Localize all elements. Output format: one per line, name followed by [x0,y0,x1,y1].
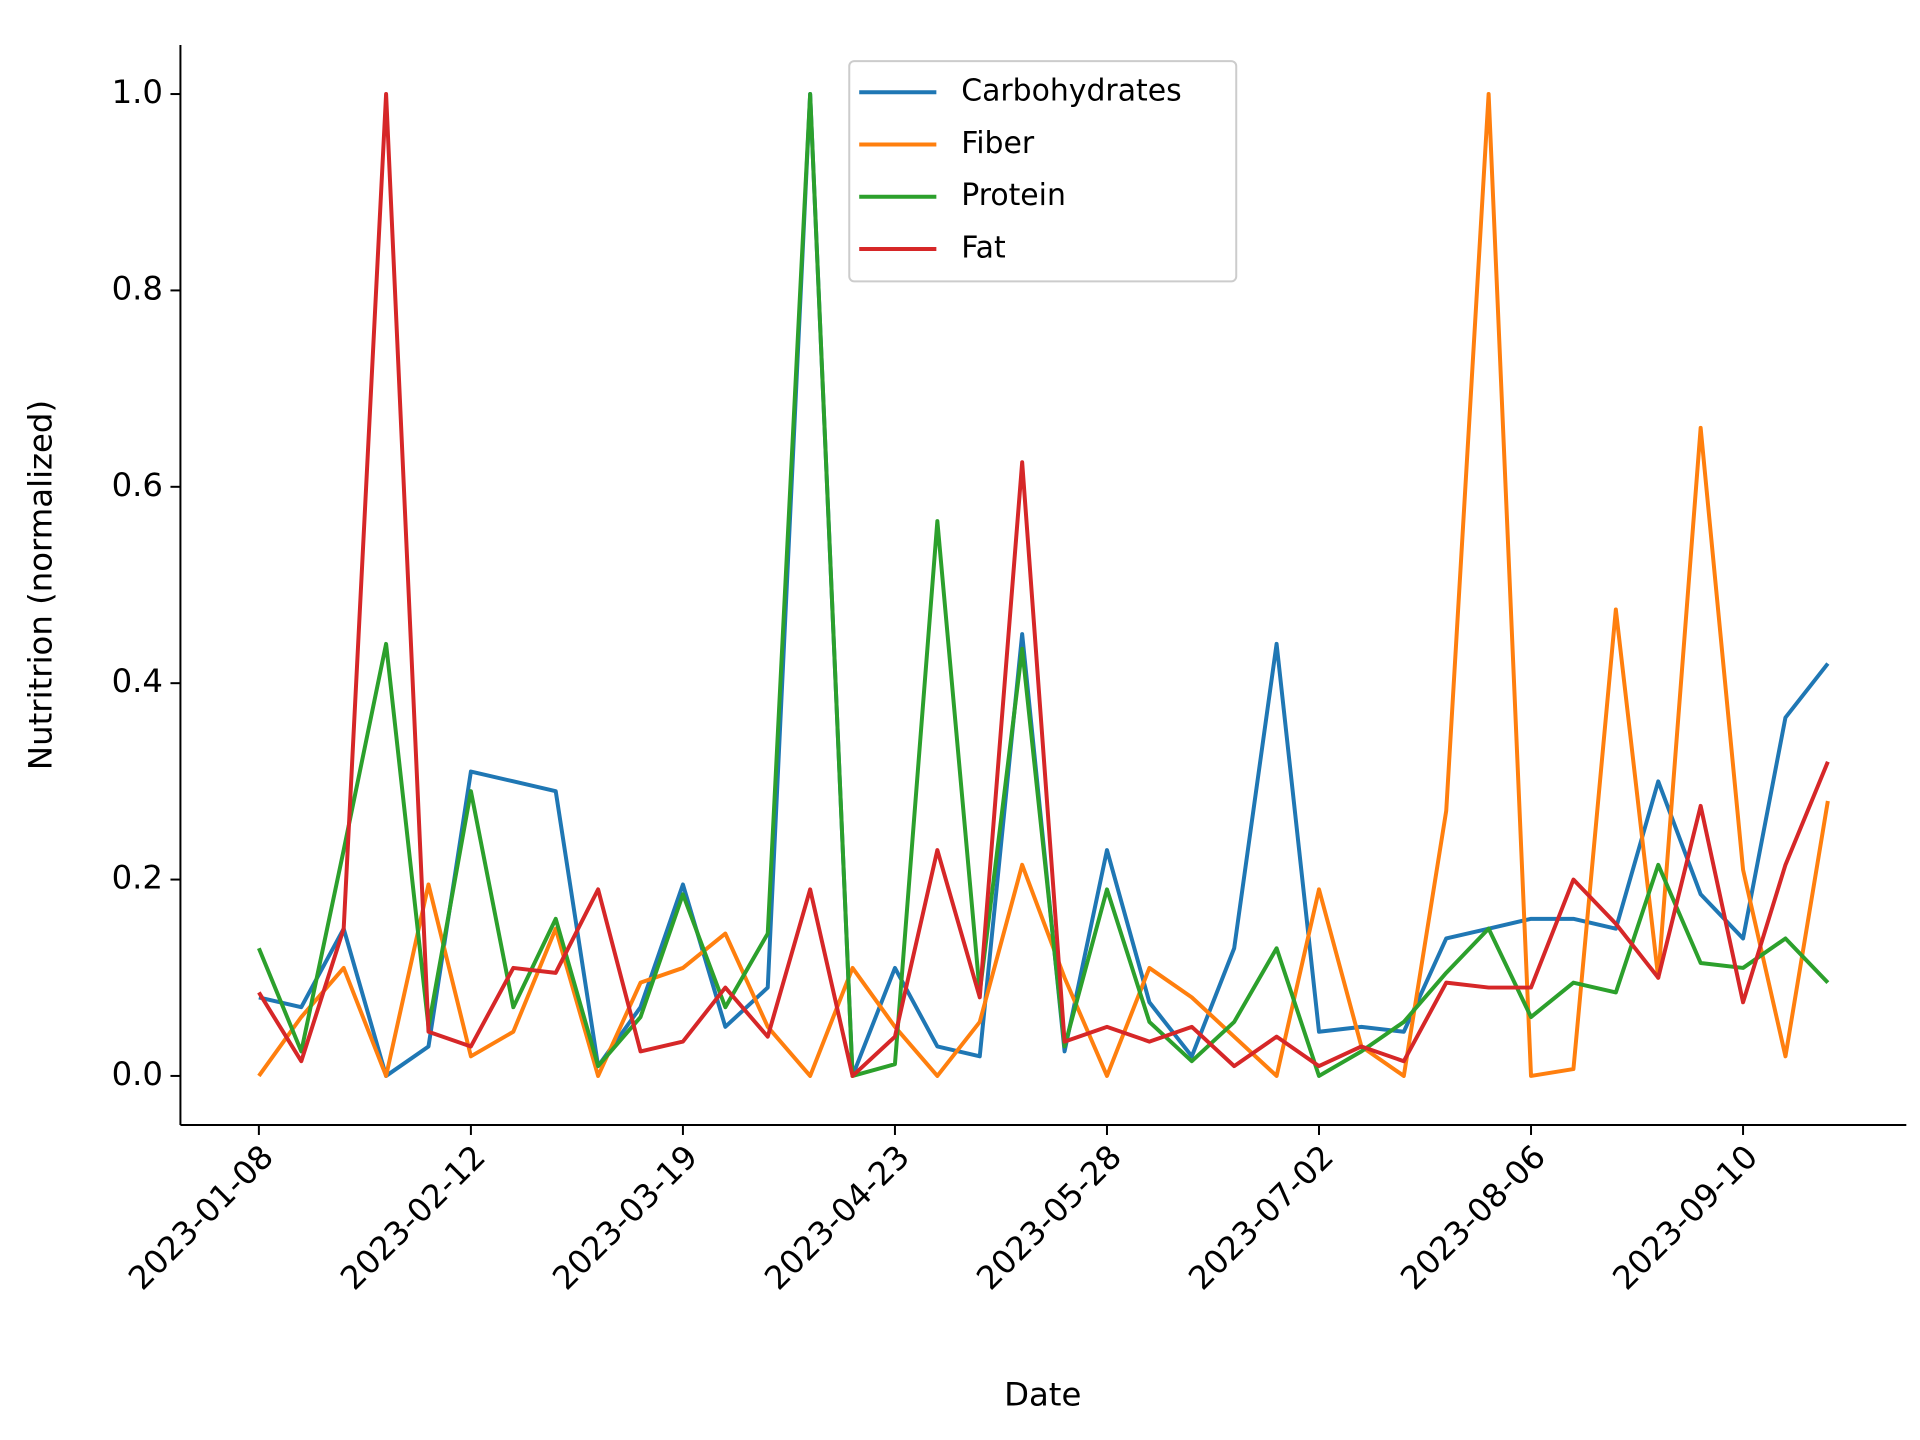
x-tick-label: 2023-05-28 [969,1138,1129,1298]
legend-label: Carbohydrates [961,74,1181,109]
legend-box [848,60,1238,283]
y-tick-label: 0.0 [112,1055,163,1093]
legend-label: Fiber [961,126,1035,161]
x-tick-label: 2023-04-23 [757,1138,917,1298]
y-tick-label: 0.6 [112,466,163,504]
legend: Carbohydrates Fiber Protein Fat [848,60,1238,283]
y-tick-label: 0.2 [112,859,163,897]
y-tick-label: 0.4 [112,662,163,700]
x-tick-label: 2023-03-19 [545,1138,705,1298]
series-line [257,92,1830,1078]
legend-label: Protein [961,178,1066,213]
series-line [257,92,1830,1078]
x-tick-label: 2023-09-10 [1605,1138,1765,1298]
x-tick-label: 2023-08-06 [1393,1138,1553,1298]
x-axis-label: Date [1004,1375,1081,1413]
series-line [257,92,1830,1078]
x-tick-label: 2023-07-02 [1181,1138,1341,1298]
x-tick-label: 2023-01-08 [121,1138,281,1298]
x-tick-label: 2023-02-12 [333,1138,493,1298]
y-axis-label: Nutritrion (normalized) [21,400,59,770]
legend-label: Fat [961,231,1005,266]
y-tick-label: 0.8 [112,269,163,307]
y-tick-label: 1.0 [112,73,163,111]
